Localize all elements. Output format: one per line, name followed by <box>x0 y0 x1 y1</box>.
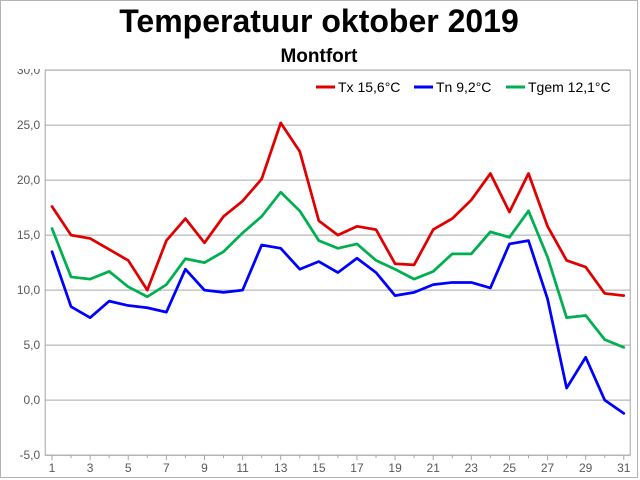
svg-text:13: 13 <box>274 461 288 475</box>
svg-text:25,0: 25,0 <box>17 118 41 132</box>
svg-text:31: 31 <box>617 461 631 475</box>
svg-text:7: 7 <box>163 461 170 475</box>
svg-text:11: 11 <box>236 461 249 475</box>
svg-text:3: 3 <box>87 461 94 475</box>
svg-text:Tx 15,6°C: Tx 15,6°C <box>338 79 400 95</box>
svg-text:-5,0: -5,0 <box>20 448 41 462</box>
svg-text:5,0: 5,0 <box>24 338 41 352</box>
svg-text:25: 25 <box>503 461 517 475</box>
svg-text:21: 21 <box>427 461 441 475</box>
svg-text:5: 5 <box>125 461 132 475</box>
svg-text:29: 29 <box>579 461 593 475</box>
svg-text:Tn 9,2°C: Tn 9,2°C <box>436 79 491 95</box>
svg-text:27: 27 <box>541 461 555 475</box>
svg-text:Tgem 12,1°C: Tgem 12,1°C <box>528 79 611 95</box>
svg-text:20,0: 20,0 <box>17 173 41 187</box>
svg-text:9: 9 <box>201 461 208 475</box>
svg-text:10,0: 10,0 <box>17 283 41 297</box>
svg-text:1: 1 <box>49 461 56 475</box>
svg-text:30,0: 30,0 <box>17 69 41 77</box>
svg-text:17: 17 <box>350 461 364 475</box>
svg-text:15,0: 15,0 <box>17 228 41 242</box>
svg-text:0,0: 0,0 <box>24 393 41 407</box>
svg-text:23: 23 <box>465 461 479 475</box>
svg-text:19: 19 <box>388 461 402 475</box>
svg-text:15: 15 <box>312 461 326 475</box>
